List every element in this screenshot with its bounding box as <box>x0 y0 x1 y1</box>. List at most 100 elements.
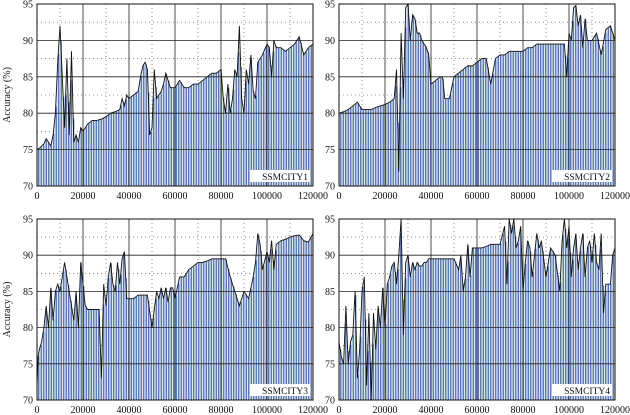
series-bar <box>295 42 297 186</box>
series-bar <box>550 250 552 400</box>
series-bar <box>445 258 447 400</box>
y-tick-label: 70 <box>325 182 335 193</box>
series-bar <box>200 262 202 400</box>
series-bar <box>180 276 182 400</box>
series-bar <box>340 349 342 400</box>
series-bar <box>565 55 567 186</box>
series-bar <box>108 115 110 186</box>
panel-label: SSMCITY3 <box>262 387 308 397</box>
series-bar <box>360 336 362 400</box>
series-bar <box>512 51 514 186</box>
series-bar <box>585 19 587 186</box>
y-tick-label: 85 <box>23 72 33 83</box>
series-bar <box>437 78 439 186</box>
series-bar <box>68 101 70 186</box>
series-bar <box>520 51 522 186</box>
series-bar <box>540 244 542 400</box>
series-bar <box>465 67 467 186</box>
series-bar <box>130 298 132 400</box>
series-bar <box>255 259 257 400</box>
series-bar <box>497 56 499 186</box>
series-bar <box>65 94 67 186</box>
x-tick-label: 60000 <box>465 405 490 415</box>
series-bar <box>605 291 607 400</box>
series-bar <box>93 309 95 400</box>
series-bar <box>537 44 539 186</box>
series-bar <box>215 73 217 186</box>
series-bar <box>270 65 272 186</box>
series-bars <box>340 4 614 186</box>
series-bar <box>480 247 482 400</box>
series-bar <box>223 97 225 186</box>
series-bar <box>560 44 562 186</box>
series-bar <box>175 295 177 400</box>
series-bar <box>527 47 529 186</box>
series-bar <box>290 236 292 400</box>
series-bar <box>273 51 275 186</box>
x-tick-label: 20000 <box>71 405 96 415</box>
y-tick-label: 90 <box>23 36 33 47</box>
series-bar <box>210 74 212 186</box>
series-bar <box>70 300 72 400</box>
series-bar <box>158 96 160 186</box>
series-bar <box>113 112 115 186</box>
series-bar <box>470 275 472 400</box>
series-bar <box>470 65 472 186</box>
y-tick-label: 75 <box>325 145 335 156</box>
series-bar <box>542 250 544 400</box>
series-line <box>37 25 313 150</box>
series-bar <box>465 278 467 400</box>
series-bar <box>100 119 102 186</box>
plot-frame <box>36 218 314 401</box>
series-bar <box>457 73 459 186</box>
series-bar <box>213 73 215 186</box>
series-bar <box>562 44 564 186</box>
series-bar <box>43 332 45 400</box>
series-bar <box>347 351 349 400</box>
series-bar <box>427 260 429 400</box>
series-bar <box>188 87 190 186</box>
series-bar <box>45 139 47 186</box>
series-bar <box>150 318 152 400</box>
series-bar <box>180 82 182 186</box>
y-tick-label: 95 <box>325 0 335 11</box>
series-bar <box>495 244 497 400</box>
series-bar <box>300 236 302 400</box>
chart-panel-3: 70 75 80 85 90 95 0 20000 40000 60000 80000 100000 1… <box>2 215 328 415</box>
series-bar <box>168 301 170 400</box>
series-bar <box>595 35 597 186</box>
panel-label-bg <box>552 384 612 396</box>
series-bar <box>607 284 609 400</box>
series-bar <box>612 33 614 186</box>
series-bar <box>80 262 82 400</box>
series-bar <box>293 236 295 400</box>
series-bar <box>85 127 87 186</box>
series-bar <box>580 16 582 186</box>
series-bar <box>472 65 474 186</box>
series-bar <box>542 44 544 186</box>
series-bar <box>118 269 120 400</box>
series-bar <box>592 39 594 186</box>
series-bar <box>165 288 167 400</box>
series-bar <box>98 309 100 400</box>
series-line <box>339 219 615 400</box>
series-bar <box>263 266 265 400</box>
series-bar <box>415 268 417 400</box>
series-bar <box>502 54 504 186</box>
series-bar <box>163 85 165 186</box>
series-bar <box>532 47 534 186</box>
series-bar <box>487 245 489 400</box>
series-bar <box>445 98 447 186</box>
series-bar <box>435 258 437 400</box>
series-bar <box>203 262 205 400</box>
series-bar <box>138 295 140 400</box>
series-bar <box>130 97 132 186</box>
series-bar <box>308 48 310 186</box>
series-bar <box>525 49 527 186</box>
series-bar <box>357 102 359 186</box>
series-bars <box>38 38 312 186</box>
y-tick-label: 75 <box>23 145 33 156</box>
series-bar <box>110 263 112 400</box>
series-bar <box>492 73 494 186</box>
series-bar <box>178 82 180 186</box>
